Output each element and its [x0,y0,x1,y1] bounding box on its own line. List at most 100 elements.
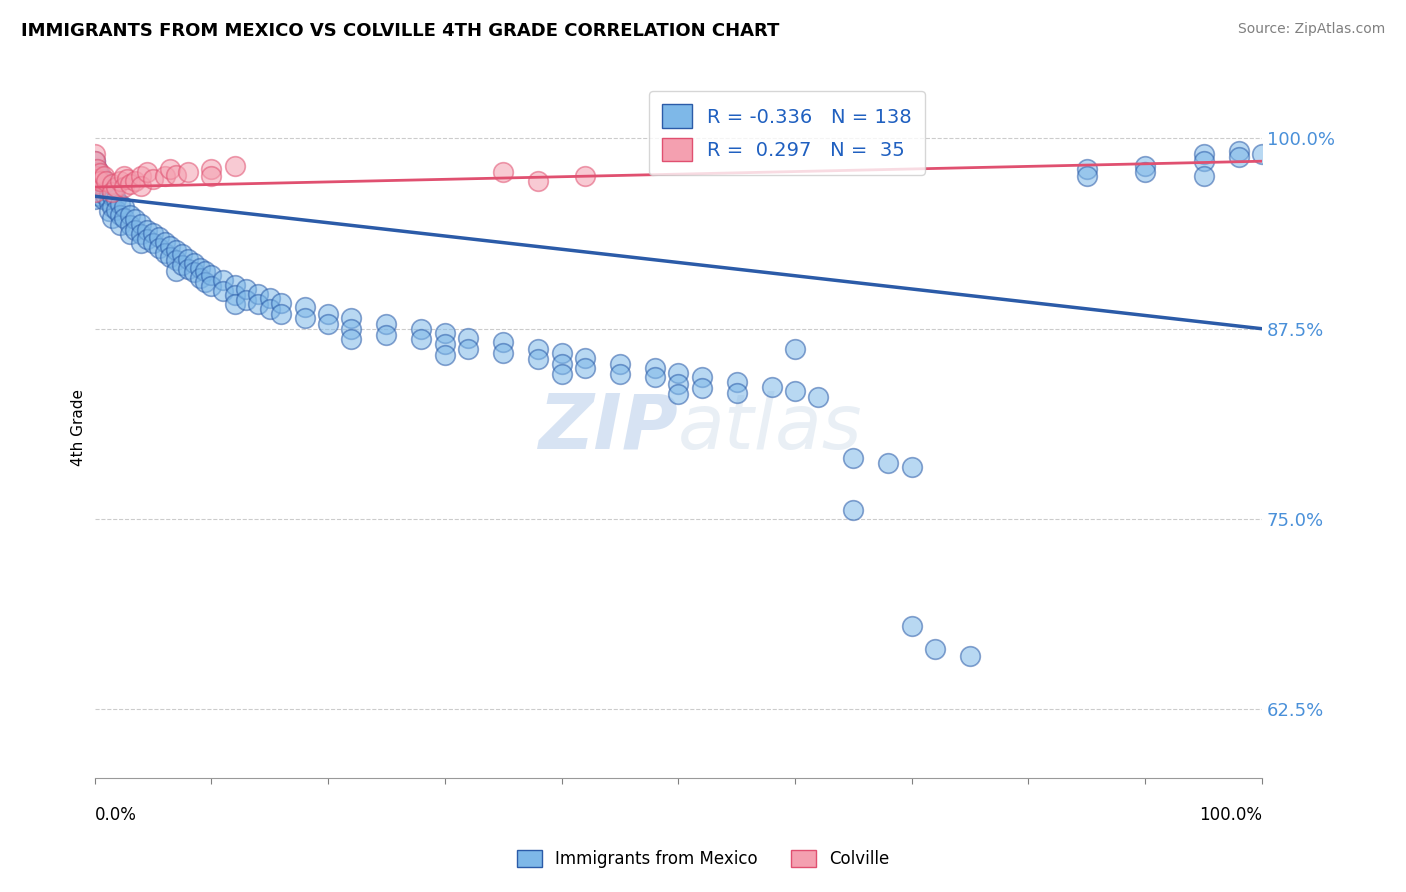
Point [1251,146,1274,161]
Point [690,381,713,395]
Point [666,376,689,391]
Point [136,223,159,237]
Point [87,174,110,188]
Point [159,239,181,253]
Point [129,236,152,251]
Point [316,306,339,320]
Point [86,177,108,191]
Point [94,187,117,202]
Point [492,335,515,350]
Point [91,192,114,206]
Point [183,256,205,270]
Point [104,180,127,194]
Point [165,253,187,268]
Point [259,291,281,305]
Text: atlas: atlas [678,391,863,465]
Point [83,192,105,206]
Point [112,180,135,194]
Point [112,200,135,214]
Point [457,331,479,345]
Point [1227,144,1250,158]
Point [86,185,108,199]
Point [527,342,550,356]
Point [94,177,117,191]
Point [807,390,830,404]
Point [783,342,806,356]
Point [110,207,132,221]
Point [375,327,398,342]
Point [574,169,596,184]
Point [200,161,222,176]
Text: Source: ZipAtlas.com: Source: ZipAtlas.com [1237,22,1385,37]
Point [129,217,152,231]
Point [89,166,111,180]
Point [142,236,165,251]
Point [83,185,105,199]
Point [136,165,159,179]
Point [224,277,246,292]
Point [1076,161,1098,176]
Point [842,451,865,466]
Point [783,384,806,399]
Point [165,264,187,278]
Text: 0.0%: 0.0% [94,806,136,824]
Point [86,169,108,184]
Point [177,252,200,266]
Point [129,227,152,242]
Text: 100.0%: 100.0% [1199,806,1263,824]
Point [142,172,165,186]
Point [89,180,111,194]
Point [148,230,170,244]
Text: IMMIGRANTS FROM MEXICO VS COLVILLE 4TH GRADE CORRELATION CHART: IMMIGRANTS FROM MEXICO VS COLVILLE 4TH G… [21,22,779,40]
Point [212,273,235,287]
Point [172,258,194,272]
Point [690,370,713,384]
Point [235,282,257,296]
Point [89,174,111,188]
Point [1133,165,1156,179]
Point [1192,154,1215,169]
Point [609,368,631,382]
Point [492,346,515,360]
Point [924,641,946,656]
Point [877,456,900,470]
Point [83,146,105,161]
Point [1133,159,1156,173]
Text: ZIP: ZIP [538,391,678,465]
Legend: R = -0.336   N = 138, R =  0.297   N =  35: R = -0.336 N = 138, R = 0.297 N = 35 [648,91,925,175]
Point [86,172,108,186]
Point [1076,169,1098,184]
Point [124,223,146,237]
Point [165,243,187,257]
Point [550,368,572,382]
Point [97,204,120,219]
Point [1192,146,1215,161]
Point [224,297,246,311]
Point [666,387,689,401]
Point [101,211,124,225]
Point [900,460,922,475]
Point [83,169,105,184]
Point [159,250,181,264]
Point [194,275,217,289]
Point [118,207,141,221]
Point [457,342,479,356]
Point [83,154,105,169]
Point [246,297,269,311]
Point [89,169,111,184]
Y-axis label: 4th Grade: 4th Grade [72,389,86,467]
Point [83,177,105,191]
Point [142,226,165,240]
Point [294,311,316,326]
Point [93,169,115,184]
Point [270,306,292,320]
Point [527,174,550,188]
Point [159,161,181,176]
Point [259,301,281,316]
Point [224,159,246,173]
Point [96,174,118,188]
Point [110,218,132,232]
Point [118,177,141,191]
Point [644,370,666,384]
Point [124,212,146,227]
